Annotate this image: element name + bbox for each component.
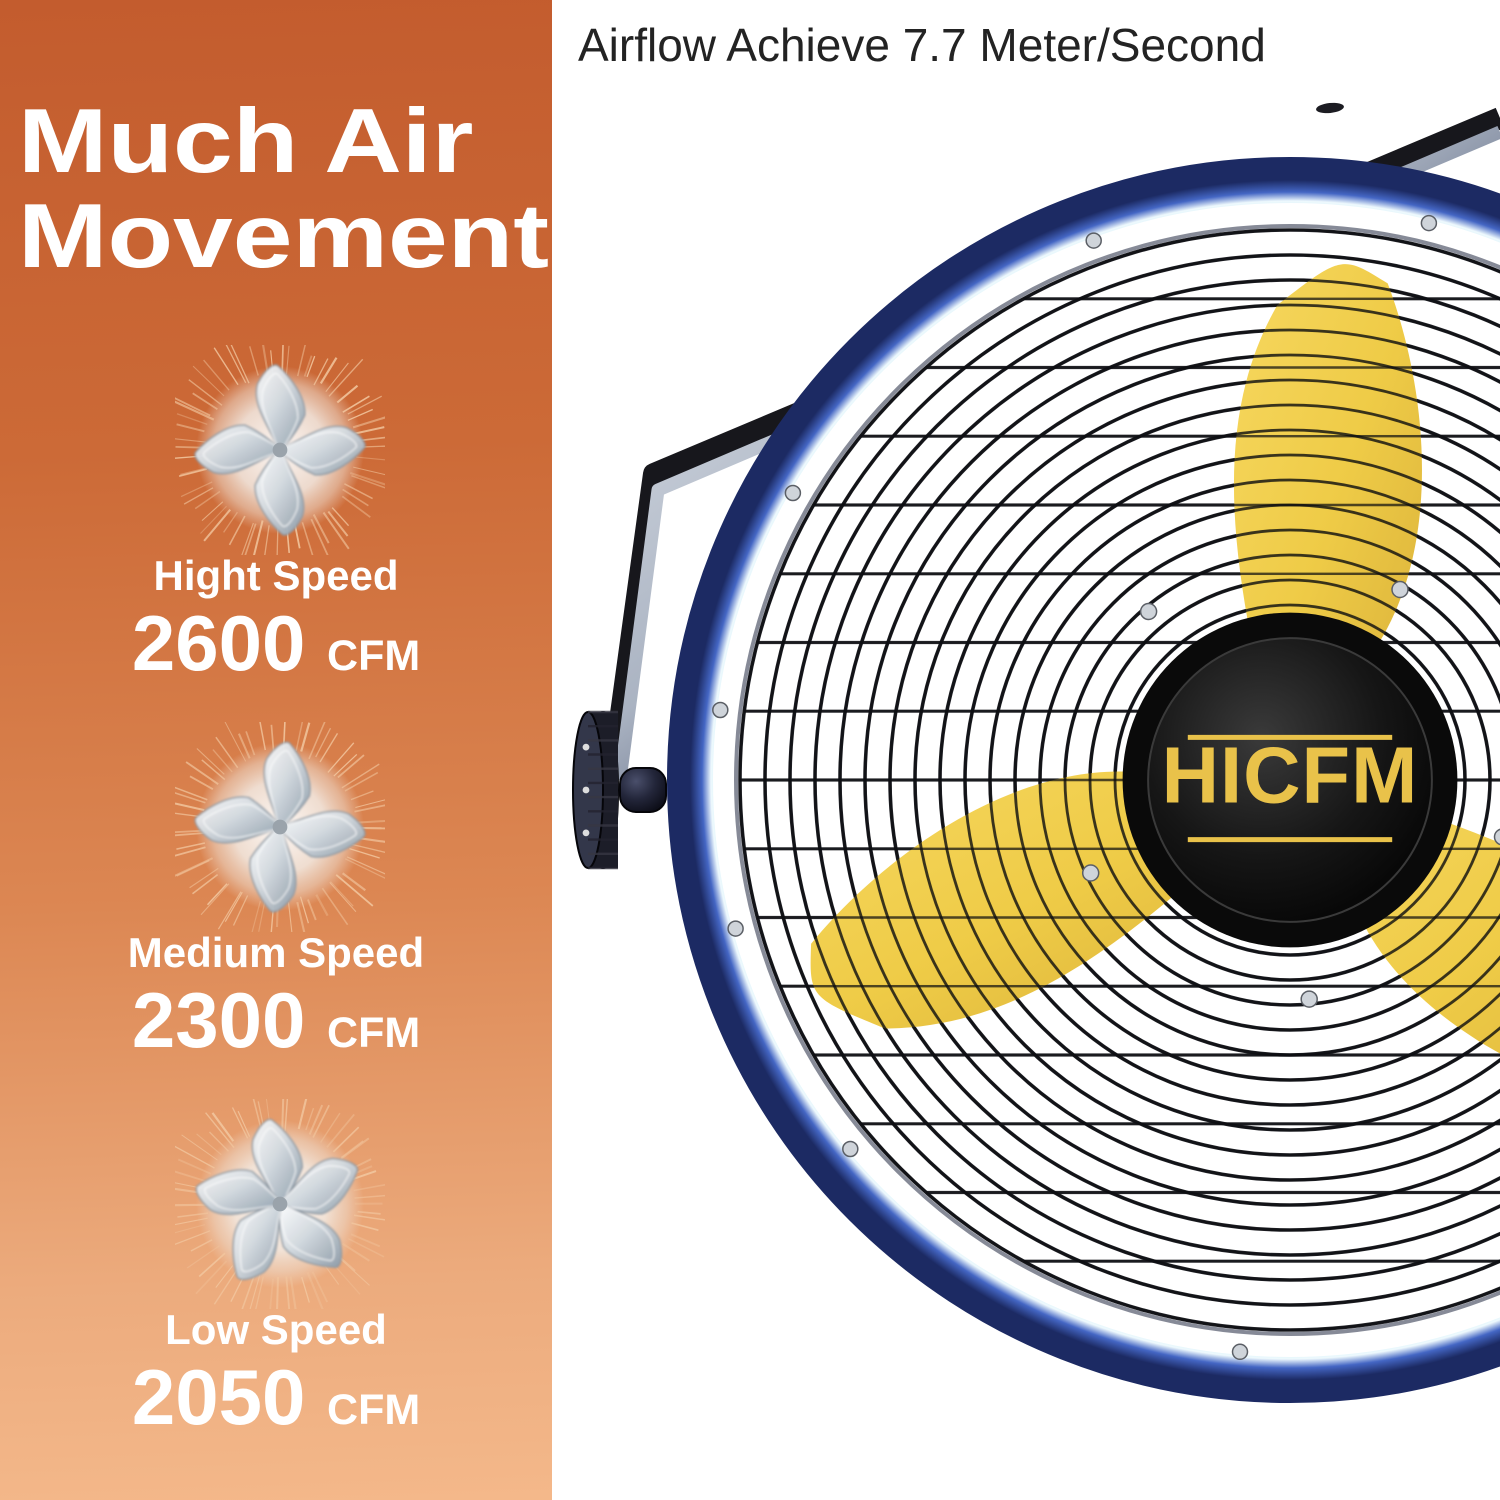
svg-text:HICFM: HICFM bbox=[1162, 731, 1419, 820]
